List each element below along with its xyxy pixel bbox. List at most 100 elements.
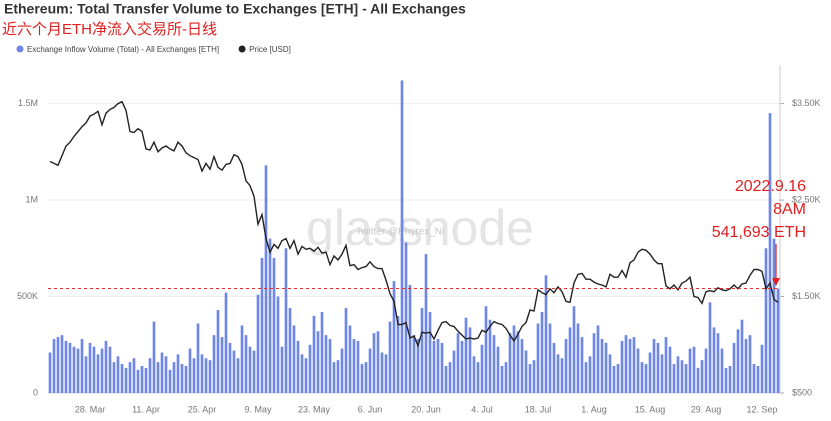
bar bbox=[644, 364, 648, 393]
bar bbox=[700, 360, 704, 393]
x-tick-label: 12. Sep bbox=[746, 404, 777, 414]
bar bbox=[396, 315, 400, 393]
bar bbox=[696, 367, 700, 393]
bar bbox=[544, 275, 548, 393]
bar bbox=[244, 335, 248, 393]
bar bbox=[372, 333, 376, 393]
bar bbox=[292, 325, 296, 393]
price-line bbox=[49, 100, 779, 348]
legend-label: Exchange Inflow Volume (Total) - All Exc… bbox=[27, 45, 219, 54]
bar bbox=[420, 308, 424, 393]
bar bbox=[328, 338, 332, 393]
bar bbox=[48, 352, 52, 393]
bar bbox=[552, 342, 556, 393]
bar bbox=[400, 80, 404, 393]
bar bbox=[640, 362, 644, 393]
x-tick-label: 28. Mar bbox=[75, 404, 106, 414]
bar bbox=[652, 338, 656, 393]
bar bbox=[432, 340, 436, 393]
bar bbox=[740, 319, 744, 393]
bar bbox=[76, 348, 80, 393]
bar bbox=[748, 335, 752, 393]
bar bbox=[192, 358, 196, 393]
bar bbox=[68, 342, 72, 393]
bar bbox=[416, 338, 420, 393]
bar bbox=[52, 338, 56, 393]
bar bbox=[580, 337, 584, 393]
bar bbox=[624, 335, 628, 393]
legend-marker bbox=[16, 45, 24, 53]
bar bbox=[204, 358, 208, 393]
bar bbox=[224, 292, 228, 393]
bar bbox=[672, 364, 676, 393]
bar bbox=[444, 365, 448, 393]
bar bbox=[504, 362, 508, 393]
bar bbox=[324, 335, 328, 393]
bar bbox=[132, 358, 136, 393]
bar bbox=[736, 329, 740, 393]
bar bbox=[452, 350, 456, 393]
bar bbox=[308, 344, 312, 393]
x-tick-label: 9. May bbox=[244, 404, 272, 414]
bar bbox=[360, 364, 364, 393]
bar bbox=[220, 337, 224, 393]
bar bbox=[92, 346, 96, 393]
bar bbox=[572, 306, 576, 393]
bar bbox=[108, 346, 112, 393]
bar bbox=[228, 342, 232, 393]
bar bbox=[404, 242, 408, 393]
bar bbox=[316, 331, 320, 393]
bar bbox=[600, 338, 604, 393]
bar bbox=[488, 319, 492, 393]
bar bbox=[260, 257, 264, 393]
bar bbox=[556, 354, 560, 393]
y2-tick-label: $3.50K bbox=[792, 98, 821, 108]
bar bbox=[176, 354, 180, 393]
bar bbox=[628, 338, 632, 393]
x-tick-label: 6. Jun bbox=[358, 404, 383, 414]
bar bbox=[232, 350, 236, 393]
bar bbox=[332, 362, 336, 393]
bar bbox=[64, 340, 68, 393]
bar bbox=[480, 344, 484, 393]
bar bbox=[520, 338, 524, 393]
bar bbox=[160, 352, 164, 393]
bar bbox=[84, 356, 88, 393]
bar bbox=[256, 294, 260, 393]
bar bbox=[472, 356, 476, 393]
bar bbox=[632, 337, 636, 393]
x-tick-label: 25. Apr bbox=[188, 404, 217, 414]
bar bbox=[460, 340, 464, 393]
bar bbox=[348, 325, 352, 393]
bar bbox=[720, 348, 724, 393]
bar bbox=[56, 337, 60, 393]
bar bbox=[484, 306, 488, 393]
bar bbox=[532, 360, 536, 393]
bar bbox=[660, 354, 664, 393]
bar bbox=[136, 369, 140, 393]
bar bbox=[216, 310, 220, 393]
bar bbox=[196, 323, 200, 393]
bar bbox=[284, 248, 288, 393]
bar bbox=[388, 321, 392, 393]
bar bbox=[384, 354, 388, 393]
x-tick-label: 4. Jul bbox=[471, 404, 493, 414]
bar bbox=[592, 333, 596, 393]
bar bbox=[140, 365, 144, 393]
bar bbox=[168, 369, 172, 393]
bar bbox=[768, 113, 772, 393]
x-tick-label: 29. Aug bbox=[691, 404, 722, 414]
chart-subtitle: 近六个月ETH净流入交易所-日线 bbox=[2, 20, 217, 38]
bar bbox=[72, 346, 76, 393]
annotation: 2022.9.16 bbox=[735, 178, 806, 195]
bar bbox=[584, 362, 588, 393]
bar bbox=[596, 325, 600, 393]
bar bbox=[164, 356, 168, 393]
bar bbox=[264, 165, 268, 393]
bar bbox=[620, 340, 624, 393]
bar bbox=[680, 360, 684, 393]
bar bbox=[548, 323, 552, 393]
bar bbox=[340, 348, 344, 393]
bar bbox=[608, 354, 612, 393]
bar bbox=[212, 335, 216, 393]
